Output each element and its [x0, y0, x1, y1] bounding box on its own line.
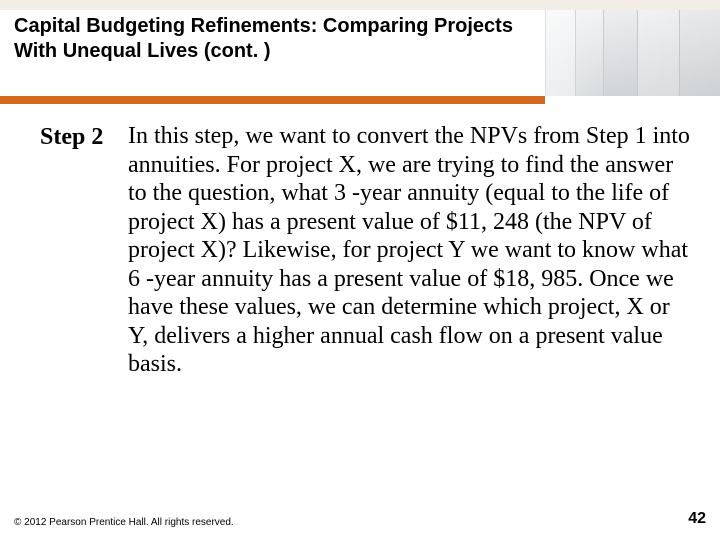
top-bar: [0, 0, 720, 10]
slide-title: Capital Budgeting Refinements: Comparing…: [14, 14, 534, 64]
body: Step 2 In this step, we want to convert …: [40, 122, 692, 484]
header: Capital Budgeting Refinements: Comparing…: [0, 10, 720, 96]
footer: © 2012 Pearson Prentice Hall. All rights…: [14, 510, 706, 528]
copyright-text: © 2012 Pearson Prentice Hall. All rights…: [14, 517, 234, 528]
header-decorative-image: [545, 10, 720, 96]
slide: Capital Budgeting Refinements: Comparing…: [0, 0, 720, 540]
page-number: 42: [688, 510, 706, 528]
step-label: Step 2: [40, 122, 128, 152]
step-row: Step 2 In this step, we want to convert …: [40, 122, 692, 379]
step-text: In this step, we want to convert the NPV…: [128, 122, 692, 379]
accent-divider: [0, 96, 545, 104]
